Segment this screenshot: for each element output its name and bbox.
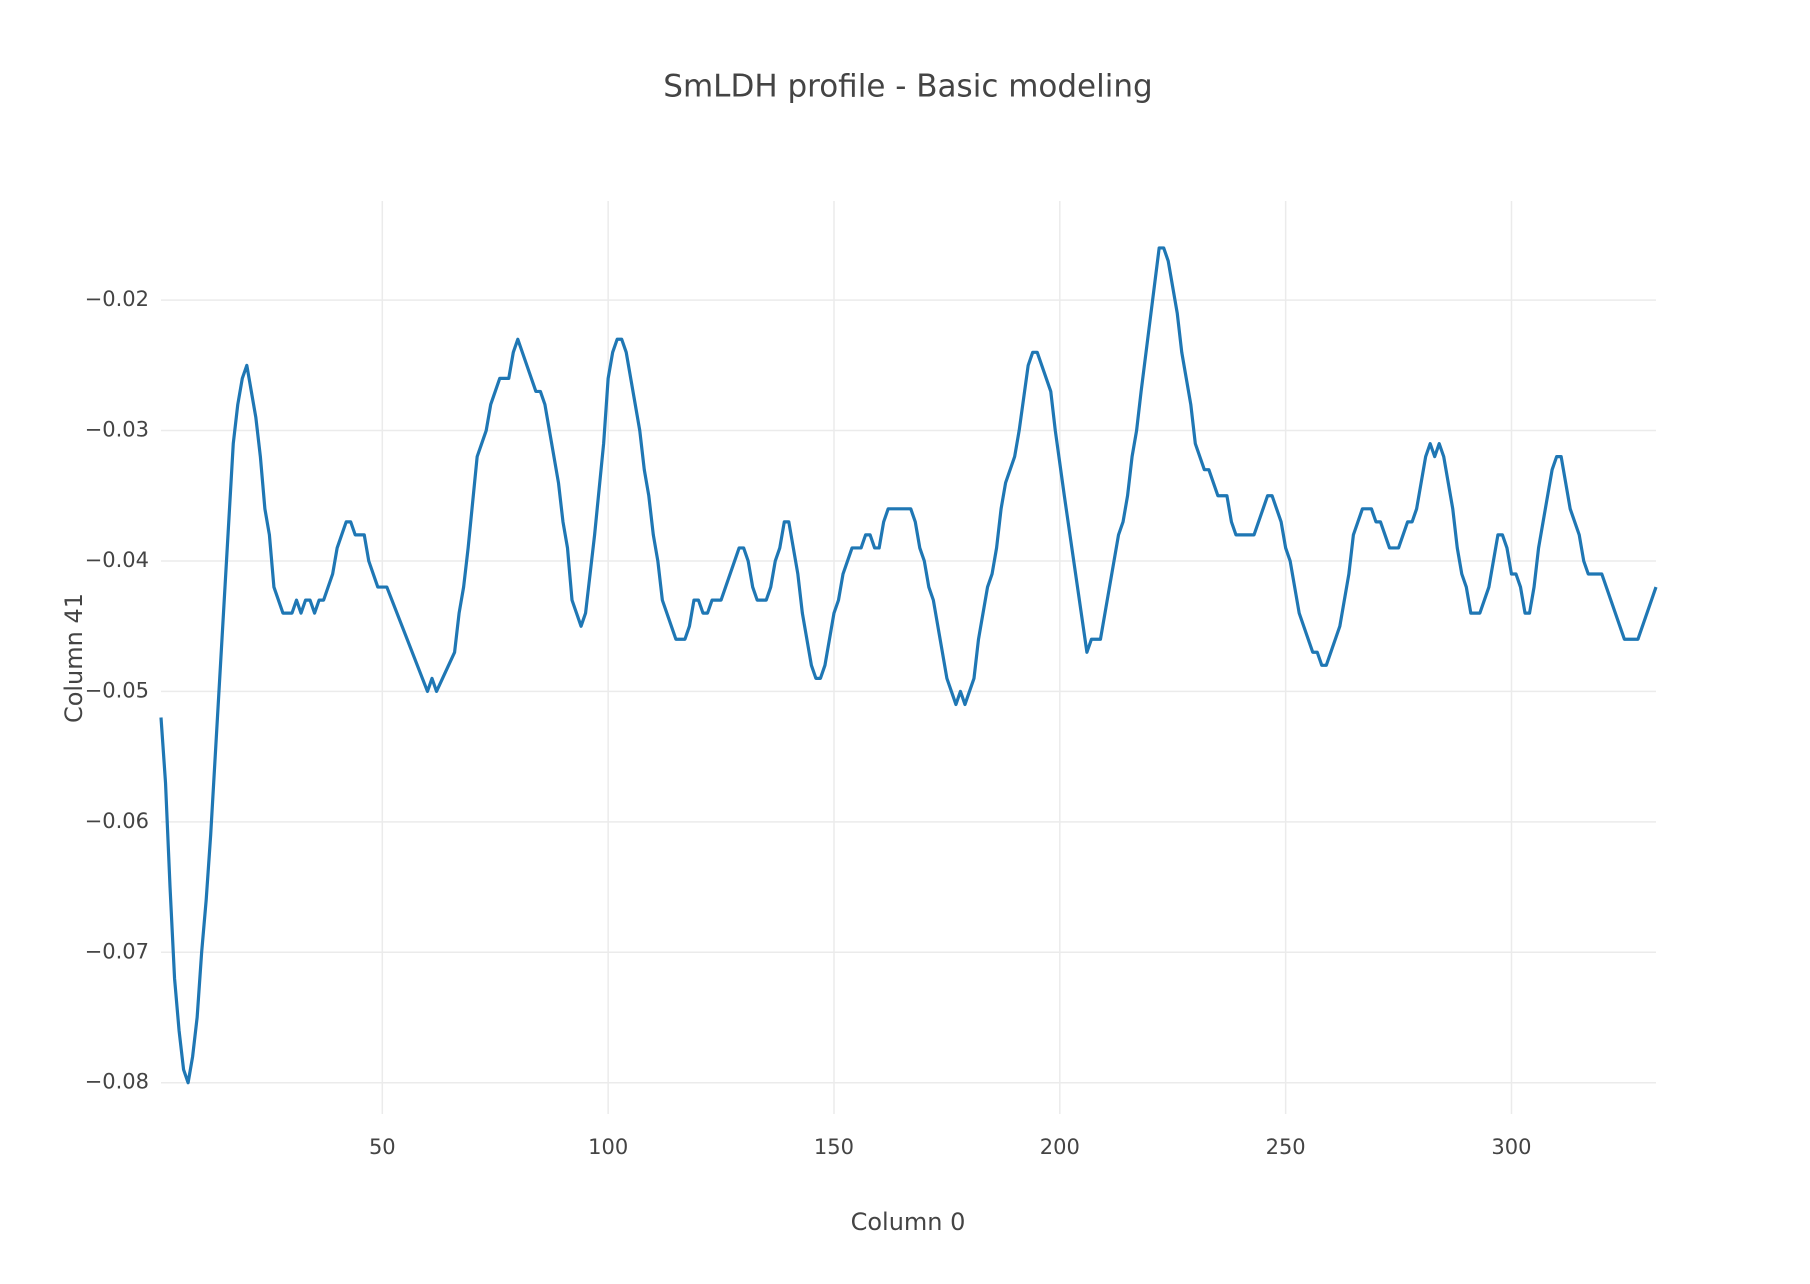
- x-tick-label: 150: [814, 1135, 854, 1159]
- y-tick-label: −0.07: [85, 939, 149, 963]
- x-tick-label: 300: [1491, 1135, 1531, 1159]
- x-tick-label: 100: [588, 1135, 628, 1159]
- y-tick-label: −0.02: [85, 287, 149, 311]
- y-tick-label: −0.08: [85, 1070, 149, 1094]
- y-tick-label: −0.06: [85, 809, 149, 833]
- data-line: [159, 246, 1658, 1085]
- x-tick-label: 200: [1040, 1135, 1080, 1159]
- y-tick-label: −0.04: [85, 548, 149, 572]
- x-tick-label: 50: [369, 1135, 396, 1159]
- chart-title: SmLDH profile - Basic modeling: [663, 69, 1152, 105]
- x-tick-label: 250: [1266, 1135, 1306, 1159]
- x-axis-title: Column 0: [851, 1208, 966, 1236]
- y-axis-title: Column 41: [60, 593, 88, 723]
- y-tick-label: −0.05: [85, 678, 149, 702]
- y-tick-label: −0.03: [85, 418, 149, 442]
